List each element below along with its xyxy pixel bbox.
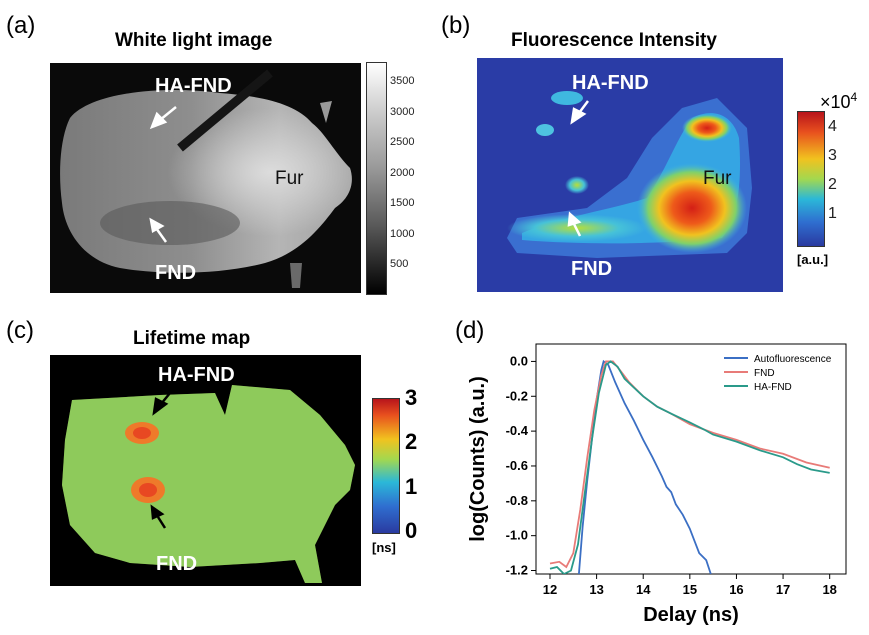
legend-entry: HA-FND [754, 382, 792, 393]
series-line-fnd [549, 360, 830, 569]
panel-c-letter: (c) [6, 317, 34, 344]
legend-entry: Autofluorescence [754, 354, 832, 365]
arrow-icon-ha-fnd-b [570, 100, 589, 125]
x-tick-label: 14 [636, 582, 651, 597]
panel-a-title: White light image [115, 30, 273, 51]
y-tick-label: -0.6 [506, 458, 528, 473]
panel-c-colorbar-tick-2: 1 [405, 473, 418, 499]
panel-a-colorbar-tick-3: 2000 [390, 166, 415, 179]
white-light-mouse [60, 69, 352, 288]
lifetime-map [62, 385, 355, 583]
panel-a-fnd-label: FND [155, 262, 197, 284]
arrow-icon-fnd-c [150, 504, 167, 529]
panel-c-colorbar-tick-1: 2 [405, 429, 418, 455]
panel-c-colorbar-tick-3: 0 [405, 518, 418, 543]
colorbar-exponent: 4 [850, 90, 858, 104]
panel-b-colorbar [797, 111, 825, 247]
panel-a-colorbar-tick-5: 1000 [390, 227, 415, 240]
x-axis-label: Delay (ns) [643, 604, 739, 626]
panel-c-colorbar [372, 398, 400, 534]
panel-b-colorbar-tick-0: 4 [828, 118, 837, 135]
panel-b-fnd-label: FND [571, 258, 613, 280]
white-light-image [50, 63, 361, 293]
colorbar-multiplier-text: ×10 [820, 92, 851, 112]
y-tick-label: -0.8 [506, 493, 528, 508]
panel-c-fnd-label: FND [156, 553, 198, 575]
lifetime-map-image [50, 355, 361, 586]
x-tick-label: 12 [543, 582, 557, 597]
panel-c-colorbar-tick-0: 3 [405, 385, 418, 410]
panel-b-letter: (b) [441, 12, 471, 39]
y-tick-label: 0.0 [510, 353, 528, 368]
x-tick-label: 13 [589, 582, 603, 597]
panel-b-colorbar-multiplier: ×104 [820, 90, 857, 113]
x-tick-label: 17 [776, 582, 790, 597]
fluorescence-intensity-image [477, 58, 783, 292]
arrow-icon-ha-fnd-c [152, 392, 171, 416]
panel-a-letter: (a) [6, 12, 36, 39]
fluorescence-heatmap [477, 58, 783, 292]
panel-a-colorbar [366, 62, 387, 295]
y-tick-label: -0.2 [506, 388, 528, 403]
y-tick-label: -0.4 [506, 423, 529, 438]
legend-entry: FND [754, 368, 775, 379]
panel-c-ha-fnd-label: HA-FND [158, 364, 235, 386]
panel-b-colorbar-tick-3: 1 [828, 205, 837, 222]
y-tick-label: -1.0 [506, 528, 528, 543]
panel-b-title: Fluorescence Intensity [511, 30, 717, 51]
x-tick-label: 16 [729, 582, 743, 597]
x-tick-label: 18 [822, 582, 836, 597]
panel-a-colorbar-tick-4: 1500 [390, 197, 415, 209]
panel-a-fur-label: Fur [275, 168, 304, 189]
panel-a-colorbar-tick-1: 3000 [390, 105, 415, 118]
plot-frame [535, 343, 847, 575]
panel-b-ha-fnd-label: HA-FND [572, 72, 649, 94]
panel-d-letter: (d) [455, 317, 485, 344]
panel-a-colorbar-tick-0: 3500 [390, 75, 415, 87]
panel-a-ha-fnd-label: HA-FND [155, 75, 232, 97]
panel-c-title: Lifetime map [133, 328, 251, 349]
arrow-icon-ha-fnd-a [149, 106, 177, 130]
panel-a-colorbar-tick-2: 2500 [390, 136, 415, 148]
x-tick-label: 15 [683, 582, 697, 597]
series-line-ha-fnd [549, 360, 830, 574]
panel-b-fur-label: Fur [703, 168, 732, 189]
arrow-icon-fnd-b [567, 211, 582, 237]
panel-b-colorbar-tick-1: 3 [828, 147, 837, 164]
y-axis-label: log(Counts) (a.u.) [467, 376, 489, 542]
decay-chart: 12 13 14 15 16 17 18 0.0 -0.2 -0.4 -0.6 -0.8 -1.0 -1.… [467, 343, 847, 626]
arrow-icon-fnd-a [149, 217, 168, 243]
panel-a-colorbar-tick-6: 500 [390, 258, 409, 270]
panel-b-colorbar-unit: [a.u.] [797, 252, 829, 267]
y-tick-label: -1.2 [506, 563, 528, 578]
panel-c-colorbar-unit: [ns] [372, 540, 396, 555]
panel-b-colorbar-tick-2: 2 [828, 176, 837, 193]
